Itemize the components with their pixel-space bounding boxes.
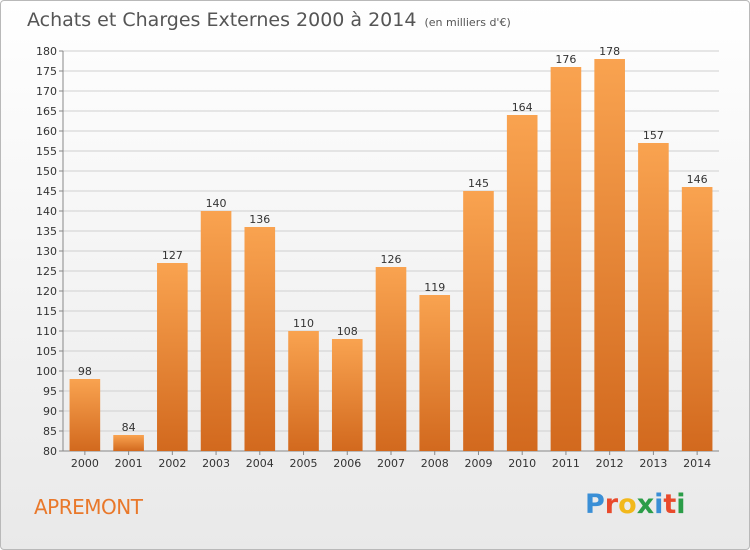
y-tick-label: 95 [43,385,57,398]
data-label: 178 [599,45,620,58]
data-label: 110 [293,317,314,330]
data-label: 157 [643,129,664,142]
x-tick-label: 2009 [464,457,492,470]
y-tick-label: 110 [36,325,57,338]
bar [638,143,669,451]
x-tick-label: 2012 [596,457,624,470]
data-label: 126 [381,253,402,266]
y-tick-label: 165 [36,105,57,118]
x-tick-label: 2014 [683,457,711,470]
x-tick-label: 2003 [202,457,230,470]
x-tick-label: 2011 [552,457,580,470]
bar [550,67,582,451]
y-tick-label: 170 [36,85,57,98]
logo-letter: x [636,489,655,520]
x-tick-label: 2000 [71,457,99,470]
logo-letter: i [654,489,664,520]
y-tick-label: 125 [36,265,57,278]
y-tick-label: 100 [36,365,57,378]
data-label: 145 [468,177,489,190]
bar [244,227,276,451]
bar [288,331,319,451]
bar [69,379,101,451]
bar [419,295,451,451]
data-label: 164 [512,101,533,114]
bar [375,267,407,451]
logo-letter: o [618,489,637,520]
data-label: 119 [424,281,445,294]
bar [594,59,625,451]
y-tick-label: 90 [43,405,57,418]
x-tick-label: 2006 [333,457,361,470]
y-tick-label: 80 [43,445,57,458]
logo-letter: r [604,489,619,520]
bar [113,435,144,451]
bar [681,187,713,451]
data-label: 127 [162,249,183,262]
bar [200,211,232,451]
x-tick-label: 2007 [377,457,405,470]
y-tick-label: 135 [36,225,57,238]
logo-letter: i [676,489,686,520]
y-tick-label: 160 [36,125,57,138]
x-tick-label: 2013 [639,457,667,470]
bar [463,191,494,451]
y-tick-label: 105 [36,345,57,358]
logo-letter: P [585,489,605,520]
logo-letter: t [663,489,677,520]
x-tick-label: 2005 [290,457,318,470]
proxiti-logo: Proxiti [585,489,686,520]
y-tick-label: 140 [36,205,57,218]
x-tick-label: 2008 [421,457,449,470]
y-tick-label: 145 [36,185,57,198]
commune-name: APREMONT [34,495,143,519]
y-tick-label: 115 [36,305,57,318]
x-tick-label: 2002 [158,457,186,470]
x-tick-label: 2010 [508,457,536,470]
chart-title-text: Achats et Charges Externes 2000 à 2014 [27,9,417,31]
y-tick-label: 175 [36,65,57,78]
data-label: 108 [337,325,358,338]
data-label: 140 [206,197,227,210]
data-label: 176 [555,53,576,66]
bar [331,339,363,451]
y-tick-label: 150 [36,165,57,178]
x-tick-label: 2004 [246,457,274,470]
data-label: 146 [687,173,708,186]
y-tick-label: 180 [36,45,57,58]
data-label: 84 [122,421,136,434]
data-label: 98 [78,365,92,378]
x-tick-label: 2001 [115,457,143,470]
chart-title: Achats et Charges Externes 2000 à 2014 (e… [27,9,511,31]
y-tick-label: 130 [36,245,57,258]
bar [506,115,538,451]
chart-subtitle: (en milliers d'€) [424,16,511,29]
data-label: 136 [249,213,270,226]
y-tick-label: 85 [43,425,57,438]
y-tick-label: 155 [36,145,57,158]
bar [157,263,188,451]
y-tick-label: 120 [36,285,57,298]
